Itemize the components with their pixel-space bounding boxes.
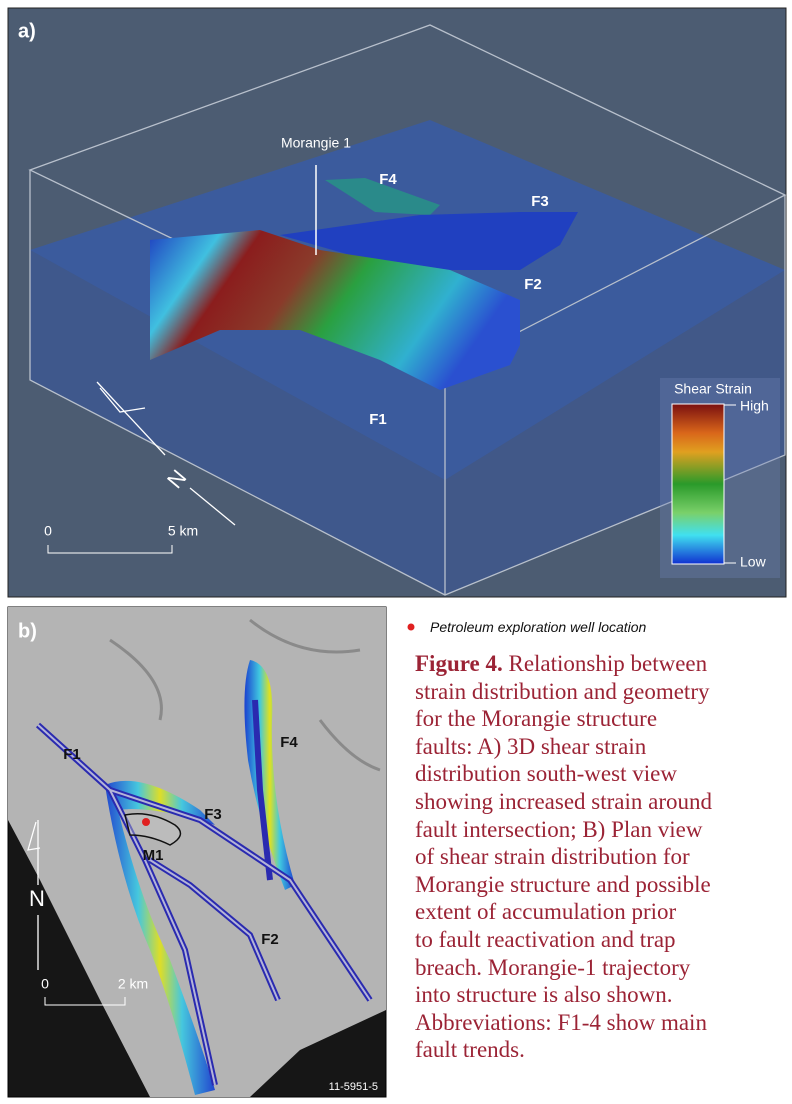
caption-text: strain distribution and geometry: [415, 678, 710, 704]
caption-text: extent of accumulation prior: [415, 899, 677, 925]
legend-text: Petroleum exploration well location: [430, 619, 647, 635]
fault-label: F2: [261, 931, 279, 948]
terrain: [8, 607, 386, 1097]
colorbar-label: High: [740, 398, 769, 414]
well-label: M1: [143, 847, 164, 864]
fault-label: F2: [524, 276, 542, 293]
caption-line: for the Morangie structure: [415, 705, 790, 733]
legend-marker: [407, 623, 415, 631]
north-arrow: [96, 381, 236, 526]
caption-text: showing increased strain around: [415, 788, 713, 814]
volume-side: [445, 270, 785, 595]
scale-label: 5 km: [168, 523, 198, 539]
caption-line: breach. Morangie-1 trajectory: [415, 954, 790, 982]
caption-text: Relationship between: [508, 651, 708, 676]
caption-line: showing increased strain around: [415, 788, 790, 816]
figure-id: 11-5951-5: [329, 1081, 378, 1093]
caption-line: distribution south-west view: [415, 760, 790, 788]
caption-line: Abbreviations: F1-4 show main: [415, 1009, 790, 1037]
caption-line: extent of accumulation prior: [415, 898, 790, 926]
colorbar: [671, 403, 725, 565]
caption-line: fault trends.: [415, 1036, 790, 1064]
caption-label: Figure 4.: [415, 651, 503, 676]
caption-line: Morangie structure and possible: [415, 871, 790, 899]
caption-text: faults: A) 3D shear strain: [415, 733, 647, 759]
scale-label: 2 km: [118, 976, 148, 992]
fault-label: F4: [379, 171, 397, 188]
scale-label: 0: [41, 976, 49, 992]
caption-text: to fault reactivation and trap: [415, 926, 676, 952]
fault-traces: [37, 724, 371, 1086]
fault-surface: [150, 230, 520, 390]
panel-label: b): [18, 620, 37, 642]
colorbar-label: Low: [740, 554, 767, 570]
strain-zone: [105, 780, 215, 1095]
caption-line: strain distribution and geometry: [415, 678, 790, 706]
caption-text: fault trends.: [415, 1037, 525, 1063]
panel-label: a): [18, 20, 36, 42]
caption-text: of shear strain distribution for: [415, 844, 690, 870]
caption-text: for the Morangie structure: [415, 706, 658, 732]
north-arrow: [27, 820, 41, 970]
caption-text: Abbreviations: F1-4 show main: [415, 1009, 707, 1035]
caption-text: fault intersection; B) Plan view: [415, 816, 703, 842]
fault-label: F3: [204, 806, 222, 823]
caption-line: faults: A) 3D shear strain: [415, 733, 790, 761]
scale-bar: [47, 545, 173, 554]
scale-label: 0: [44, 523, 52, 539]
colorbar-title: Shear Strain: [674, 381, 752, 397]
well-location: [142, 818, 150, 826]
caption-text: Morangie structure and possible: [415, 871, 711, 897]
panel-a: a) Morangie 1 F4 F3 F2 F1 Shear Strain H…: [7, 7, 787, 598]
fault-label: F3: [531, 193, 549, 210]
scale-bar: [44, 997, 126, 1006]
well-label: Morangie 1: [281, 135, 351, 151]
caption-line: into structure is also shown.: [415, 981, 790, 1009]
accumulation-outline: [124, 813, 182, 846]
fault-surface: [325, 178, 440, 215]
caption-text: into structure is also shown.: [415, 982, 673, 1008]
caption-text: distribution south-west view: [415, 761, 677, 787]
fault-label: F1: [369, 411, 387, 428]
volume-side: [30, 250, 445, 595]
terrain-relief: [109, 618, 381, 772]
fault-label: F4: [280, 734, 298, 751]
caption: Figure 4. Relationship between strain dis…: [415, 650, 790, 1064]
north-label: N: [29, 886, 45, 911]
caption-line: to fault reactivation and trap: [415, 926, 790, 954]
caption-line: fault intersection; B) Plan view: [415, 816, 790, 844]
panel-b: b) F1 F3 F4 M1 F2 N 0 2 km 11-5951-5: [7, 606, 387, 1098]
fault-label: F1: [63, 746, 81, 763]
caption-line: of shear strain distribution for: [415, 843, 790, 871]
caption-line: Figure 4. Relationship between: [415, 650, 790, 678]
caption-text: breach. Morangie-1 trajectory: [415, 954, 691, 980]
